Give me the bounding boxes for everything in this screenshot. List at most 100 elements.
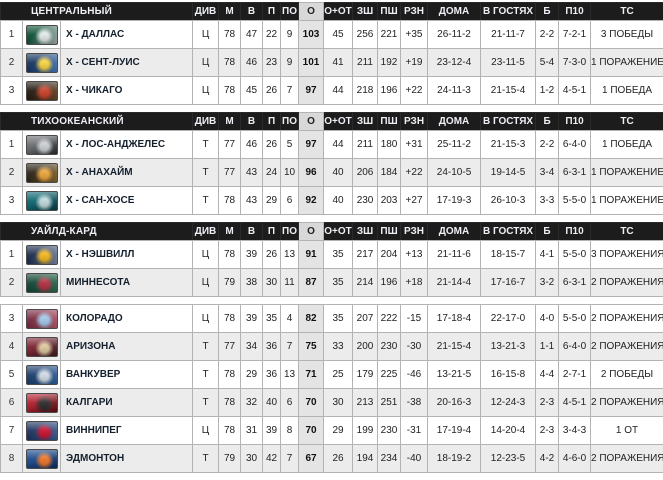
team-logo-cell <box>23 21 61 49</box>
stat-losses: 40 <box>263 389 281 417</box>
stat-home-record: 24-10-5 <box>428 159 481 187</box>
stat-goals-for: 207 <box>353 305 378 333</box>
stat-division: Т <box>193 445 219 473</box>
stat-streak: 1 ПОРАЖЕНИЕ <box>591 159 663 187</box>
stat-division: Т <box>193 389 219 417</box>
column-header-away-record: В ГОСТЯХ <box>481 3 536 21</box>
stat-wins: 43 <box>241 187 263 215</box>
stat-away-record: 14-20-4 <box>481 417 536 445</box>
stat-points: 96 <box>299 159 324 187</box>
stat-goals-against: 234 <box>378 445 401 473</box>
stat-points: 70 <box>299 417 324 445</box>
stat-home-record: 21-14-4 <box>428 269 481 297</box>
column-header-streak: ТС <box>591 223 663 241</box>
stat-losses: 39 <box>263 417 281 445</box>
stat-games: 79 <box>219 269 241 297</box>
nashville-predators-logo <box>26 245 58 265</box>
team-name[interactable]: Х - НЭШВИЛЛ <box>61 241 193 269</box>
stat-games: 77 <box>219 159 241 187</box>
stat-wins: 29 <box>241 361 263 389</box>
stat-goals-against: 222 <box>378 305 401 333</box>
stat-goal-diff: -40 <box>401 445 428 473</box>
section-title-central: ЦЕНТРАЛЬНЫЙ <box>1 3 193 21</box>
team-name[interactable]: ВИННИПЕГ <box>61 417 193 445</box>
team-name[interactable]: КАЛГАРИ <box>61 389 193 417</box>
column-header-goals-for: ЗШ <box>353 113 378 131</box>
stat-goal-diff: +27 <box>401 187 428 215</box>
stat-away-record: 21-15-4 <box>481 77 536 105</box>
team-name[interactable]: КОЛОРАДО <box>61 305 193 333</box>
team-name[interactable]: Х - СЕНТ-ЛУИС <box>61 49 193 77</box>
team-logo-cell <box>23 49 61 77</box>
column-header-streak: ТС <box>591 3 663 21</box>
dallas-stars-logo <box>26 25 58 45</box>
stat-home-record: 23-12-4 <box>428 49 481 77</box>
team-name[interactable]: Х - САН-ХОСЕ <box>61 187 193 215</box>
stat-goals-against: 192 <box>378 49 401 77</box>
team-name[interactable]: ВАНКУВЕР <box>61 361 193 389</box>
stat-points: 97 <box>299 77 324 105</box>
team-logo-cell <box>23 361 61 389</box>
stat-goal-diff: +35 <box>401 21 428 49</box>
column-header-goal-diff: РЗН <box>401 223 428 241</box>
stat-ot-losses: 11 <box>281 269 299 297</box>
column-header-games: М <box>219 113 241 131</box>
team-name[interactable]: Х - ДАЛЛАС <box>61 21 193 49</box>
stat-streak: 2 ПОРАЖЕНИЯ <box>591 445 663 473</box>
column-header-games: М <box>219 3 241 21</box>
team-name[interactable]: ЭДМОНТОН <box>61 445 193 473</box>
stat-goal-diff: +22 <box>401 159 428 187</box>
team-name[interactable]: МИННЕСОТА <box>61 269 193 297</box>
column-header-games: М <box>219 223 241 241</box>
stat-games: 78 <box>219 21 241 49</box>
column-header-home-record: ДОМА <box>428 3 481 21</box>
stat-away-record: 21-15-3 <box>481 131 536 159</box>
stat-streak: 1 ПОРАЖЕНИЕ <box>591 49 663 77</box>
stat-goals-against: 196 <box>378 269 401 297</box>
team-name[interactable]: Х - ЛОС-АНДЖЕЛЕС <box>61 131 193 159</box>
stat-last-10: 2-7-1 <box>559 361 591 389</box>
stat-wins-plus-ot: 35 <box>324 269 353 297</box>
stat-home-record: 17-18-4 <box>428 305 481 333</box>
stat-wins-plus-ot: 30 <box>324 389 353 417</box>
stat-away-record: 22-17-0 <box>481 305 536 333</box>
stat-wins-plus-ot: 44 <box>324 77 353 105</box>
stat-last-10: 5-5-0 <box>559 305 591 333</box>
team-name[interactable]: АРИЗОНА <box>61 333 193 361</box>
stat-home-record: 13-21-5 <box>428 361 481 389</box>
stat-ot-losses: 7 <box>281 77 299 105</box>
stat-wins-plus-ot: 35 <box>324 241 353 269</box>
rank-cell: 2 <box>1 49 23 77</box>
stat-goal-diff: -30 <box>401 333 428 361</box>
stat-last-10: 4-6-0 <box>559 445 591 473</box>
stat-goal-diff: -15 <box>401 305 428 333</box>
column-header-ot-losses: ПО <box>281 113 299 131</box>
stat-points: 71 <box>299 361 324 389</box>
rank-cell: 3 <box>1 187 23 215</box>
stat-points: 97 <box>299 131 324 159</box>
stat-streak: 3 ПОБЕДЫ <box>591 21 663 49</box>
stat-points: 70 <box>299 389 324 417</box>
column-header-points: О <box>299 3 324 21</box>
stat-away-record: 16-15-8 <box>481 361 536 389</box>
team-name[interactable]: Х - ЧИКАГО <box>61 77 193 105</box>
stat-streak: 1 ОТ <box>591 417 663 445</box>
stat-wins-plus-ot: 35 <box>324 305 353 333</box>
team-name[interactable]: Х - АНАХАЙМ <box>61 159 193 187</box>
stat-wins-plus-ot: 29 <box>324 417 353 445</box>
stat-division: Т <box>193 131 219 159</box>
stat-goal-diff: +13 <box>401 241 428 269</box>
stat-wins-plus-ot: 44 <box>324 131 353 159</box>
column-header-wins: В <box>241 223 263 241</box>
stat-away-record: 12-23-5 <box>481 445 536 473</box>
stat-shootout: 2-2 <box>536 131 559 159</box>
stat-streak: 1 ПОРАЖЕНИЕ <box>591 187 663 215</box>
stat-last-10: 7-2-1 <box>559 21 591 49</box>
team-logo-cell <box>23 77 61 105</box>
